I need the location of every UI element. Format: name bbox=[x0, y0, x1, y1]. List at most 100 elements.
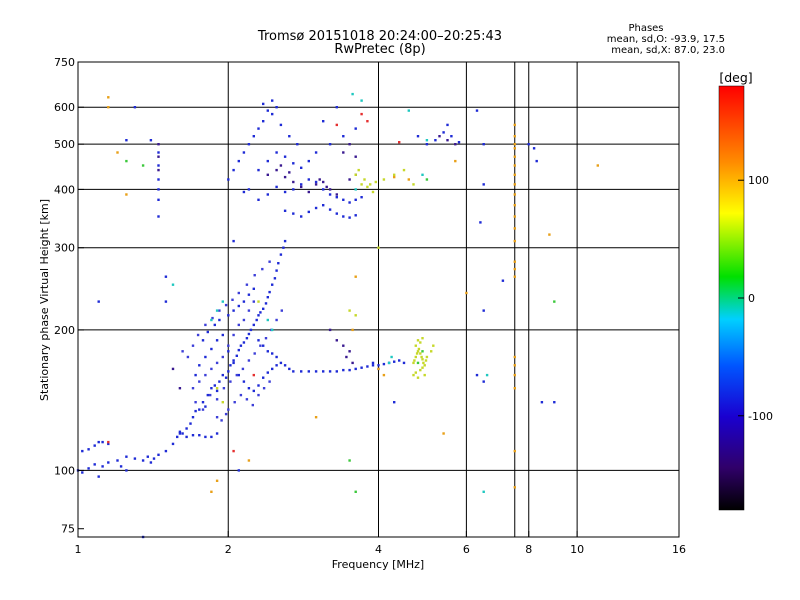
data-point bbox=[553, 300, 556, 303]
data-point bbox=[482, 490, 485, 493]
data-point bbox=[425, 143, 429, 146]
data-point bbox=[354, 275, 357, 278]
data-point bbox=[328, 328, 332, 332]
data-point bbox=[198, 434, 201, 437]
data-point bbox=[275, 185, 278, 189]
data-point bbox=[300, 183, 303, 186]
data-point bbox=[335, 106, 338, 109]
data-point bbox=[252, 323, 255, 327]
data-point bbox=[421, 358, 424, 361]
data-point bbox=[141, 164, 145, 167]
data-point bbox=[513, 387, 516, 390]
data-point bbox=[360, 112, 363, 116]
data-point bbox=[288, 135, 291, 138]
data-point bbox=[283, 239, 287, 243]
data-point bbox=[513, 183, 516, 186]
data-point bbox=[292, 188, 295, 191]
grid-lines bbox=[78, 62, 679, 537]
data-point bbox=[196, 333, 200, 337]
data-point bbox=[377, 364, 380, 367]
data-point bbox=[215, 339, 219, 342]
data-point bbox=[191, 387, 195, 390]
data-point bbox=[371, 364, 375, 367]
data-point bbox=[348, 459, 351, 462]
data-point bbox=[342, 151, 345, 154]
data-point bbox=[482, 183, 485, 186]
x-tick-label: 2 bbox=[225, 543, 232, 556]
data-point bbox=[335, 196, 338, 199]
data-point bbox=[513, 173, 516, 176]
data-point bbox=[266, 318, 269, 322]
data-point bbox=[262, 120, 265, 123]
data-point bbox=[210, 318, 213, 322]
data-point bbox=[275, 364, 278, 367]
data-point bbox=[252, 389, 255, 393]
data-point bbox=[227, 178, 230, 181]
data-point bbox=[314, 416, 318, 419]
data-point bbox=[268, 290, 271, 294]
data-point bbox=[107, 442, 110, 446]
data-point bbox=[146, 455, 149, 458]
data-point bbox=[107, 440, 110, 444]
data-point bbox=[300, 215, 303, 218]
data-point bbox=[407, 178, 410, 181]
data-point bbox=[242, 151, 246, 154]
data-point bbox=[204, 405, 207, 408]
data-point bbox=[232, 333, 235, 337]
data-point bbox=[348, 178, 351, 181]
data-point bbox=[257, 339, 260, 342]
data-point bbox=[210, 347, 213, 351]
data-point bbox=[288, 171, 291, 174]
data-point bbox=[237, 373, 240, 377]
data-point bbox=[322, 120, 325, 123]
data-point bbox=[335, 123, 338, 127]
data-point bbox=[271, 99, 274, 102]
data-point bbox=[513, 135, 516, 138]
data-point bbox=[479, 221, 482, 224]
data-point bbox=[227, 344, 230, 347]
data-point bbox=[262, 307, 265, 310]
x-axis: 1 2 4 6 8 10 16 bbox=[75, 531, 686, 556]
data-point bbox=[296, 143, 299, 146]
data-point bbox=[194, 409, 197, 413]
data-point bbox=[348, 350, 351, 353]
data-point bbox=[266, 371, 269, 374]
data-point bbox=[307, 190, 310, 194]
data-point bbox=[283, 190, 287, 194]
data-point bbox=[307, 210, 310, 214]
data-point bbox=[342, 198, 345, 201]
data-point bbox=[224, 412, 228, 416]
data-point bbox=[398, 359, 401, 362]
data-point bbox=[242, 190, 246, 194]
data-point bbox=[191, 434, 195, 437]
data-point bbox=[420, 355, 423, 359]
data-point bbox=[275, 269, 278, 272]
data-point bbox=[501, 279, 505, 282]
data-point bbox=[342, 344, 345, 347]
data-point bbox=[152, 457, 156, 460]
data-point bbox=[335, 212, 338, 215]
data-point bbox=[354, 173, 357, 176]
data-point bbox=[171, 442, 175, 446]
data-point bbox=[198, 380, 201, 383]
data-point bbox=[482, 143, 485, 146]
data-point bbox=[185, 427, 188, 430]
data-point bbox=[416, 350, 420, 353]
data-point bbox=[157, 198, 160, 201]
data-point bbox=[239, 344, 243, 347]
data-point bbox=[215, 309, 219, 312]
data-point bbox=[412, 183, 415, 186]
data-point bbox=[421, 337, 424, 340]
data-point bbox=[178, 430, 182, 433]
data-point bbox=[221, 373, 224, 377]
data-point bbox=[271, 367, 274, 371]
data-point bbox=[382, 178, 386, 181]
data-point bbox=[314, 180, 318, 184]
data-point bbox=[157, 215, 160, 218]
data-point bbox=[215, 432, 219, 435]
data-point bbox=[382, 373, 386, 377]
data-point bbox=[252, 287, 255, 290]
data-point bbox=[407, 109, 410, 112]
data-point bbox=[247, 332, 251, 336]
data-point bbox=[266, 193, 269, 196]
